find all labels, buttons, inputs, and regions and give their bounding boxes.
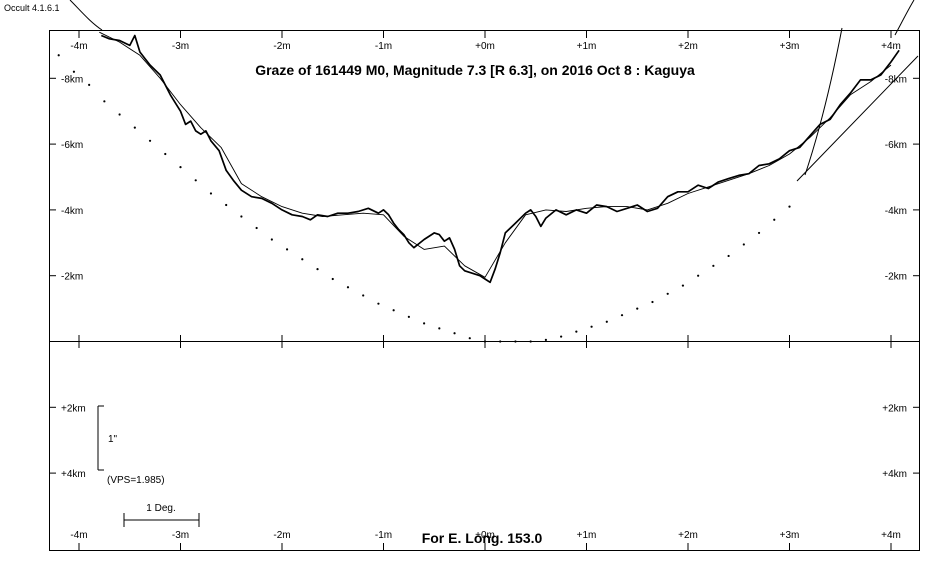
limb-dot <box>194 179 197 182</box>
x-tick-label-top: -2m <box>273 41 290 52</box>
limit-line-top <box>894 0 915 36</box>
limb-dot <box>209 192 213 195</box>
x-tick-label-bottom: -2m <box>273 530 290 541</box>
y-tick-label-left: -2km <box>61 272 83 283</box>
limb-dot <box>499 340 502 343</box>
x-tick-label-bottom: +1m <box>577 530 597 541</box>
limb-dot <box>651 300 654 304</box>
limb-dot <box>316 268 319 271</box>
limb-dot <box>285 248 289 251</box>
x-tick-label-top: +2m <box>678 41 698 52</box>
y-tick-label-right: -4km <box>885 206 907 217</box>
limb-dot <box>788 205 791 208</box>
y-tick-label-right: +2km <box>882 403 907 414</box>
x-tick-label-bottom: +3m <box>780 530 800 541</box>
x-tick-label-bottom: +4m <box>881 530 901 541</box>
series-layer <box>57 31 900 343</box>
limb-dot <box>423 322 426 325</box>
limb-profile-smooth <box>99 31 892 278</box>
limb-dot <box>72 70 76 73</box>
y-tick-label-right: -8km <box>885 74 907 85</box>
y-tick-label-right: -2km <box>885 272 907 283</box>
limb-dot <box>712 264 715 267</box>
limb-dot <box>255 226 258 230</box>
limb-dot <box>605 320 608 323</box>
limb-dot <box>560 335 563 338</box>
x-tick-label-top: +1m <box>577 41 597 52</box>
limb-dot <box>225 203 228 207</box>
x-tick-label-top: +3m <box>780 41 800 52</box>
limb-dot <box>392 309 395 312</box>
x-tick-label-top: +4m <box>881 41 901 52</box>
limb-dot <box>133 126 136 129</box>
version-label: Occult 4.1.6.1 <box>4 3 60 13</box>
x-tick-label-top: -4m <box>70 41 87 52</box>
limit-line-steep <box>804 27 843 176</box>
x-tick-label-bottom: -4m <box>70 530 87 541</box>
vps-label: (VPS=1.985) <box>107 475 165 486</box>
limb-dot <box>544 338 548 341</box>
limb-dot <box>514 340 517 343</box>
plot-frame <box>49 30 920 551</box>
limb-dot <box>148 139 152 142</box>
limb-dot <box>331 277 334 281</box>
x-tick-label-bottom: +2m <box>678 530 698 541</box>
y-tick-label-left: -6km <box>61 140 83 151</box>
limb-dot <box>362 294 365 297</box>
y-tick-label-left: +4km <box>61 469 86 480</box>
limb-dot <box>118 113 121 116</box>
y-tick-label-right: +4km <box>882 469 907 480</box>
limb-dot <box>666 292 669 295</box>
limb-dot <box>103 100 106 103</box>
limb-dot <box>346 286 350 289</box>
vertical-scale-bar <box>97 405 104 471</box>
y-tick-label-right: -6km <box>885 140 907 151</box>
limb-dot <box>270 238 273 241</box>
limb-dot <box>757 231 761 235</box>
limb-dot <box>164 152 167 156</box>
limb-dot <box>377 302 380 305</box>
degree-scale-label: 1 Deg. <box>146 503 175 514</box>
limb-dot <box>57 54 60 57</box>
horizontal-scale-bar <box>123 513 200 527</box>
limb-dot <box>727 254 730 258</box>
x-tick-label-bottom: -1m <box>375 530 392 541</box>
limb-dot <box>438 327 441 330</box>
limb-dot <box>529 340 532 343</box>
limb-dot <box>240 215 243 218</box>
axis-ticks: -4m -4m -3m -3m -2m -2m -1m -1m +0m +0m +1m +1m +2m +… <box>49 31 920 550</box>
decorative-arc <box>69 0 103 31</box>
y-tick-label-left: -4km <box>61 206 83 217</box>
limb-dot <box>179 166 182 169</box>
x-tick-label-bottom: -3m <box>172 530 189 541</box>
y-tick-label-left: +2km <box>61 403 86 414</box>
scale-bar-label: 1" <box>108 434 118 445</box>
limb-dot <box>620 314 624 317</box>
limb-dot <box>301 258 304 261</box>
limit-line-diagonal <box>796 55 919 182</box>
limb-dot <box>697 274 700 277</box>
chart-title: Graze of 161449 M0, Magnitude 7.3 [R 6.3… <box>255 62 695 78</box>
x-tick-label-top: -1m <box>375 41 392 52</box>
limb-dot <box>407 315 410 318</box>
limb-profile-detailed <box>100 34 900 284</box>
limb-dot <box>88 83 91 86</box>
limb-dot <box>483 340 487 343</box>
limb-dot <box>453 332 456 335</box>
limb-dot <box>742 243 745 246</box>
limb-dot <box>681 284 685 287</box>
x-tick-label-top: -3m <box>172 41 189 52</box>
y-tick-label-left: -8km <box>61 74 83 85</box>
limb-dot <box>590 325 593 328</box>
limb-dot <box>575 330 578 333</box>
limb-dot <box>636 307 639 310</box>
x-tick-label-bottom: +0m <box>475 530 495 541</box>
longitude-footer: For E. Long. 153.0 <box>422 530 543 546</box>
limb-dot <box>773 218 776 221</box>
limb-dot <box>468 337 471 340</box>
x-tick-label-top: +0m <box>475 41 495 52</box>
